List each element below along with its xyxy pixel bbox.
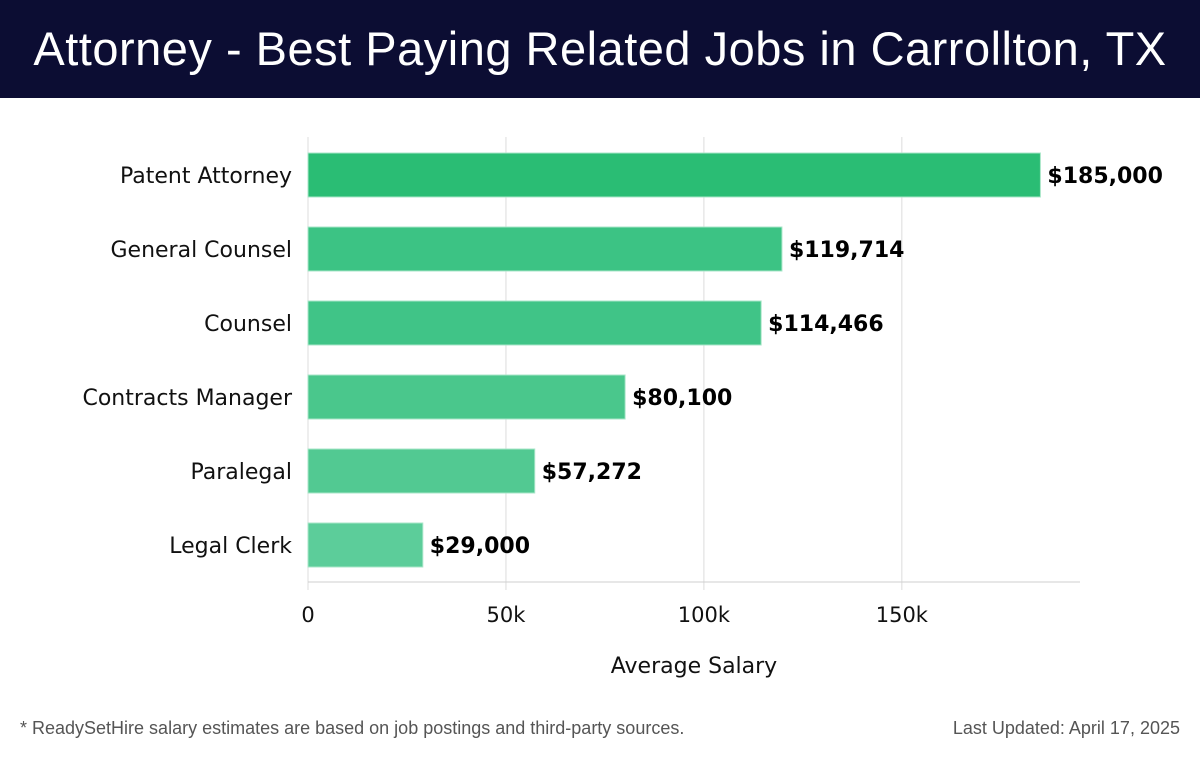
bar xyxy=(307,152,1041,198)
x-axis-label: Average Salary xyxy=(611,654,777,679)
x-tick-label: 50k xyxy=(487,603,527,627)
bar xyxy=(307,448,536,494)
x-tick-label: 150k xyxy=(876,603,929,627)
y-category-label: Legal Clerk xyxy=(169,534,292,559)
data-label: $29,000 xyxy=(430,534,530,559)
bar xyxy=(307,374,626,420)
y-category-label: Patent Attorney xyxy=(120,164,292,189)
data-label: $119,714 xyxy=(789,238,905,263)
x-tick-label: 100k xyxy=(678,603,731,627)
y-category-label: Counsel xyxy=(204,312,292,337)
footnote: * ReadySetHire salary estimates are base… xyxy=(20,718,685,738)
data-label: $185,000 xyxy=(1047,164,1163,189)
data-label: $114,466 xyxy=(768,312,884,337)
y-category-label: Paralegal xyxy=(191,460,293,485)
chart-title: Attorney - Best Paying Related Jobs in C… xyxy=(0,0,1200,98)
last-updated: Last Updated: April 17, 2025 xyxy=(952,718,1180,738)
data-label: $80,100 xyxy=(632,386,732,411)
data-label: $57,272 xyxy=(542,460,642,485)
bar xyxy=(307,226,783,272)
y-category-label: General Counsel xyxy=(110,238,292,263)
x-tick-label: 0 xyxy=(301,603,314,627)
bar xyxy=(307,522,424,568)
y-category-label: Contracts Manager xyxy=(82,386,292,411)
bar xyxy=(307,300,762,346)
